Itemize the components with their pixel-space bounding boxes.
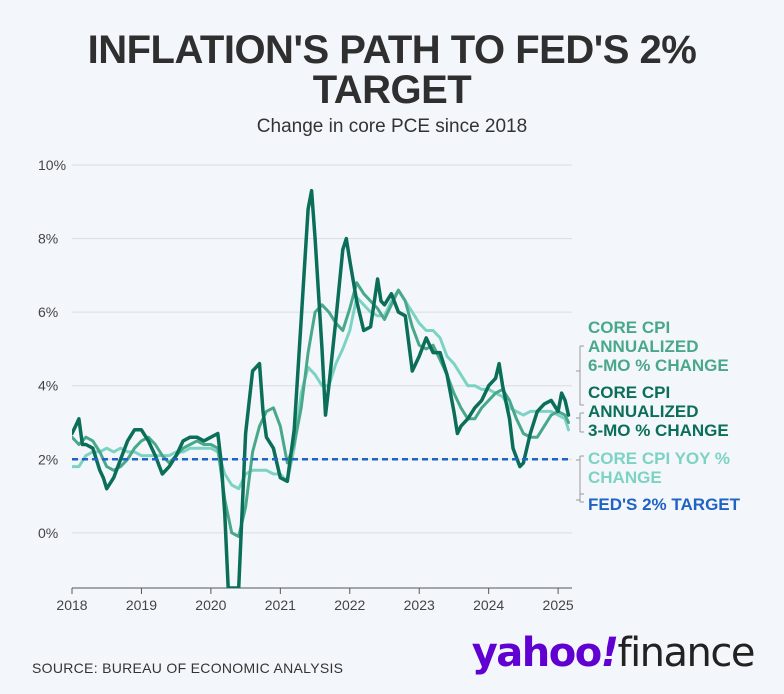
series-line-2 [72,188,571,588]
chart-subtitle: Change in core PCE since 2018 [256,116,528,137]
x-tick-label: 2023 [404,597,435,613]
x-axis: 2018 2019 2020 2021 2022 2023 2024 2025 [56,587,574,613]
legend-label: CHANGE [588,468,662,487]
y-tick-label: 10% [38,157,66,173]
brand-finance: finance [617,630,755,676]
y-tick-label: 6% [38,304,58,320]
y-axis-ticks: 0% 2% 4% 6% 8% 10% [38,157,66,541]
legend-label: CORE CPI YOY % [588,449,730,468]
chart-title: INFLATION'S PATH TO FED'S 2% TARGET [40,30,744,110]
legend-label: CORE CPI [588,383,670,402]
legend-label: ANNUALIZED [588,402,699,421]
x-tick-label: 2021 [265,597,296,613]
y-tick-label: 4% [38,378,58,394]
title-line-1: INFLATION'S PATH TO FED'S 2% [87,28,697,72]
title-line-2: TARGET [312,68,472,112]
y-tick-label: 2% [38,451,58,467]
y-tick-label: 0% [38,525,58,541]
x-tick-label: 2020 [195,597,226,613]
x-tick-label: 2025 [543,597,574,613]
brand-yahoo: yahoo [471,630,603,676]
y-tick-label: 8% [38,231,58,247]
brand-bang: ! [600,630,619,676]
legend-label: FED'S 2% TARGET [588,495,741,514]
legend-label: 6-MO % CHANGE [588,356,729,375]
legend-label: ANNUALIZED [588,337,699,356]
source-note: SOURCE: BUREAU OF ECONOMIC ANALYSIS [32,660,344,676]
legend-label: CORE CPI [588,318,670,337]
x-tick-label: 2024 [473,597,504,613]
legend-label: 3-MO % CHANGE [588,421,729,440]
plot-area [72,188,572,588]
x-tick-label: 2022 [334,597,365,613]
yahoo-finance-logo: yahoo!finance [471,630,756,676]
x-tick-label: 2018 [56,597,87,613]
x-tick-label: 2019 [126,597,157,613]
